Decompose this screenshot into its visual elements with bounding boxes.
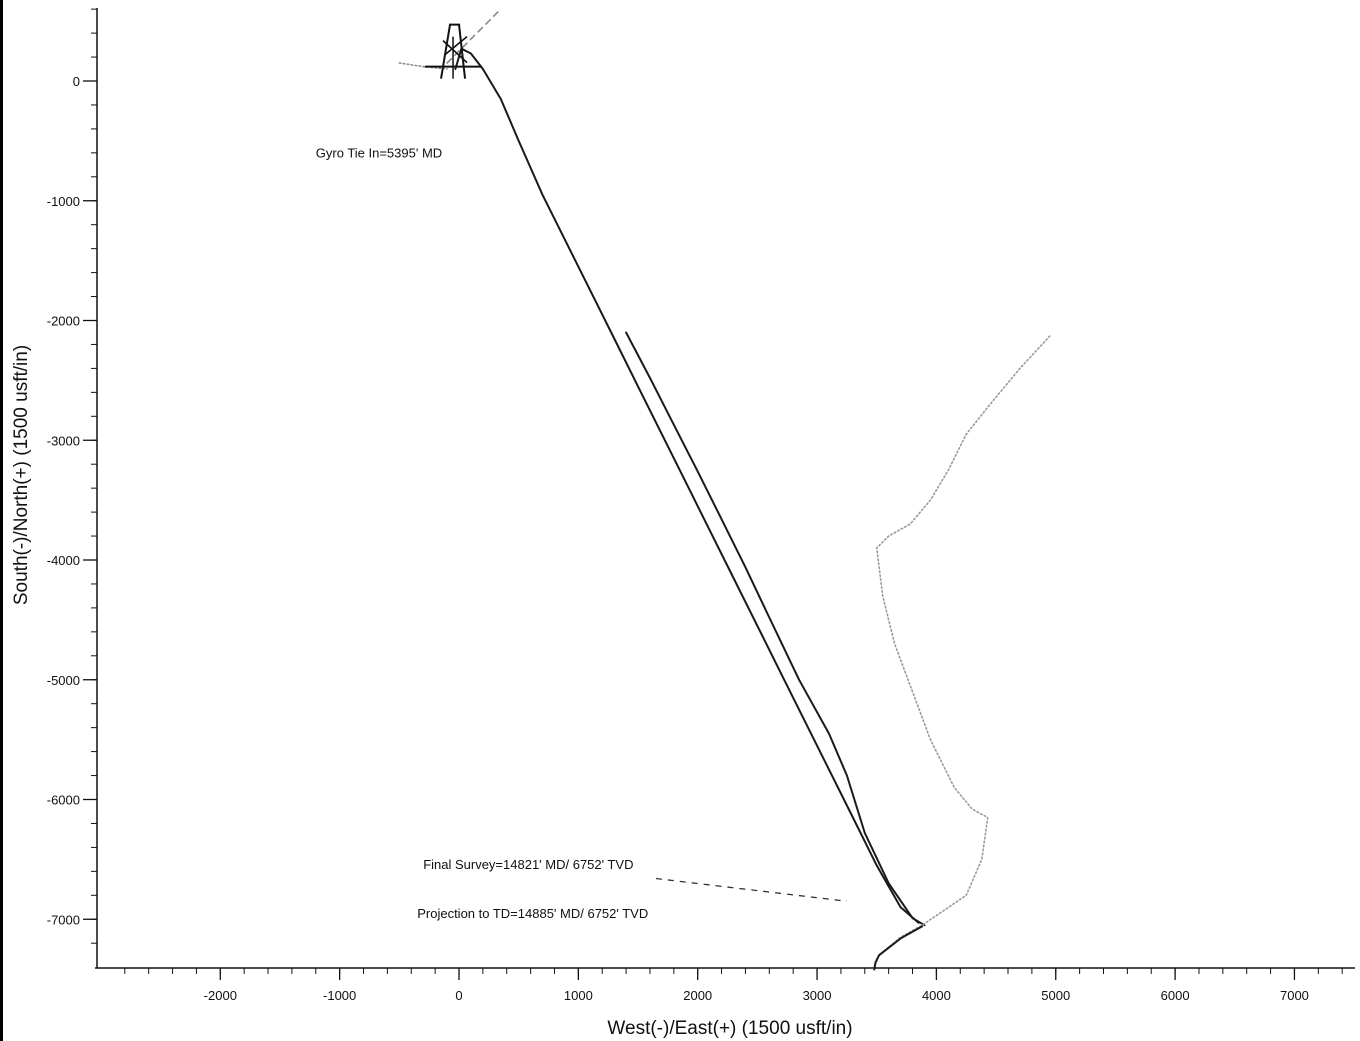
y-tick-label: -1000 xyxy=(47,194,80,209)
x-tick-label: 7000 xyxy=(1280,988,1309,1003)
series-line-5 xyxy=(446,10,500,64)
series-line-1 xyxy=(454,47,920,924)
x-tick-label: 5000 xyxy=(1041,988,1070,1003)
series-line-2 xyxy=(625,331,926,927)
annotations: Gyro Tie In=5395' MD Final Survey=14821' … xyxy=(316,146,847,921)
y-tick-label: -6000 xyxy=(47,793,80,808)
x-tick-label: -1000 xyxy=(323,988,356,1003)
x-axis-title: West(-)/East(+) (1500 usft/in) xyxy=(607,1018,852,1039)
series-line-3 xyxy=(873,335,1051,968)
marker-cross-strokes xyxy=(442,36,468,64)
y-axis-title: South(-)/North(+) (1500 usft/in) xyxy=(11,345,32,605)
annotation-label: Final Survey=14821' MD/ 6752' TVD xyxy=(423,857,633,872)
x-tick-label: 0 xyxy=(455,988,462,1003)
annotation-label: Projection to TD=14885' MD/ 6752' TVD xyxy=(417,906,648,921)
x-tick-label: 6000 xyxy=(1161,988,1190,1003)
y-tick-label: -3000 xyxy=(47,433,80,448)
series-group xyxy=(398,10,1051,971)
axes xyxy=(95,8,1355,969)
left-edge-bar xyxy=(0,0,3,1041)
y-tick-label: 0 xyxy=(73,74,80,89)
x-tick-label: 1000 xyxy=(564,988,593,1003)
surface-location-marker xyxy=(425,23,482,79)
y-tick-label: -5000 xyxy=(47,673,80,688)
x-tick-label: 4000 xyxy=(922,988,951,1003)
x-tick-label: 2000 xyxy=(683,988,712,1003)
annotation-label: Gyro Tie In=5395' MD xyxy=(316,146,442,161)
series-line-6 xyxy=(398,62,448,70)
x-tick-label: 3000 xyxy=(803,988,832,1003)
ticks: -2000 -1000 0 1000 2000 3000 4000 5000 6000 7000 0… xyxy=(47,8,1343,1003)
y-tick-label: -4000 xyxy=(47,553,80,568)
marker-a-shape xyxy=(440,23,467,79)
y-tick-label: -7000 xyxy=(47,912,80,927)
y-tick-label: -2000 xyxy=(47,314,80,329)
x-tick-label: -2000 xyxy=(204,988,237,1003)
series-line-4 xyxy=(873,925,924,971)
annotation-leader-line xyxy=(655,877,847,902)
